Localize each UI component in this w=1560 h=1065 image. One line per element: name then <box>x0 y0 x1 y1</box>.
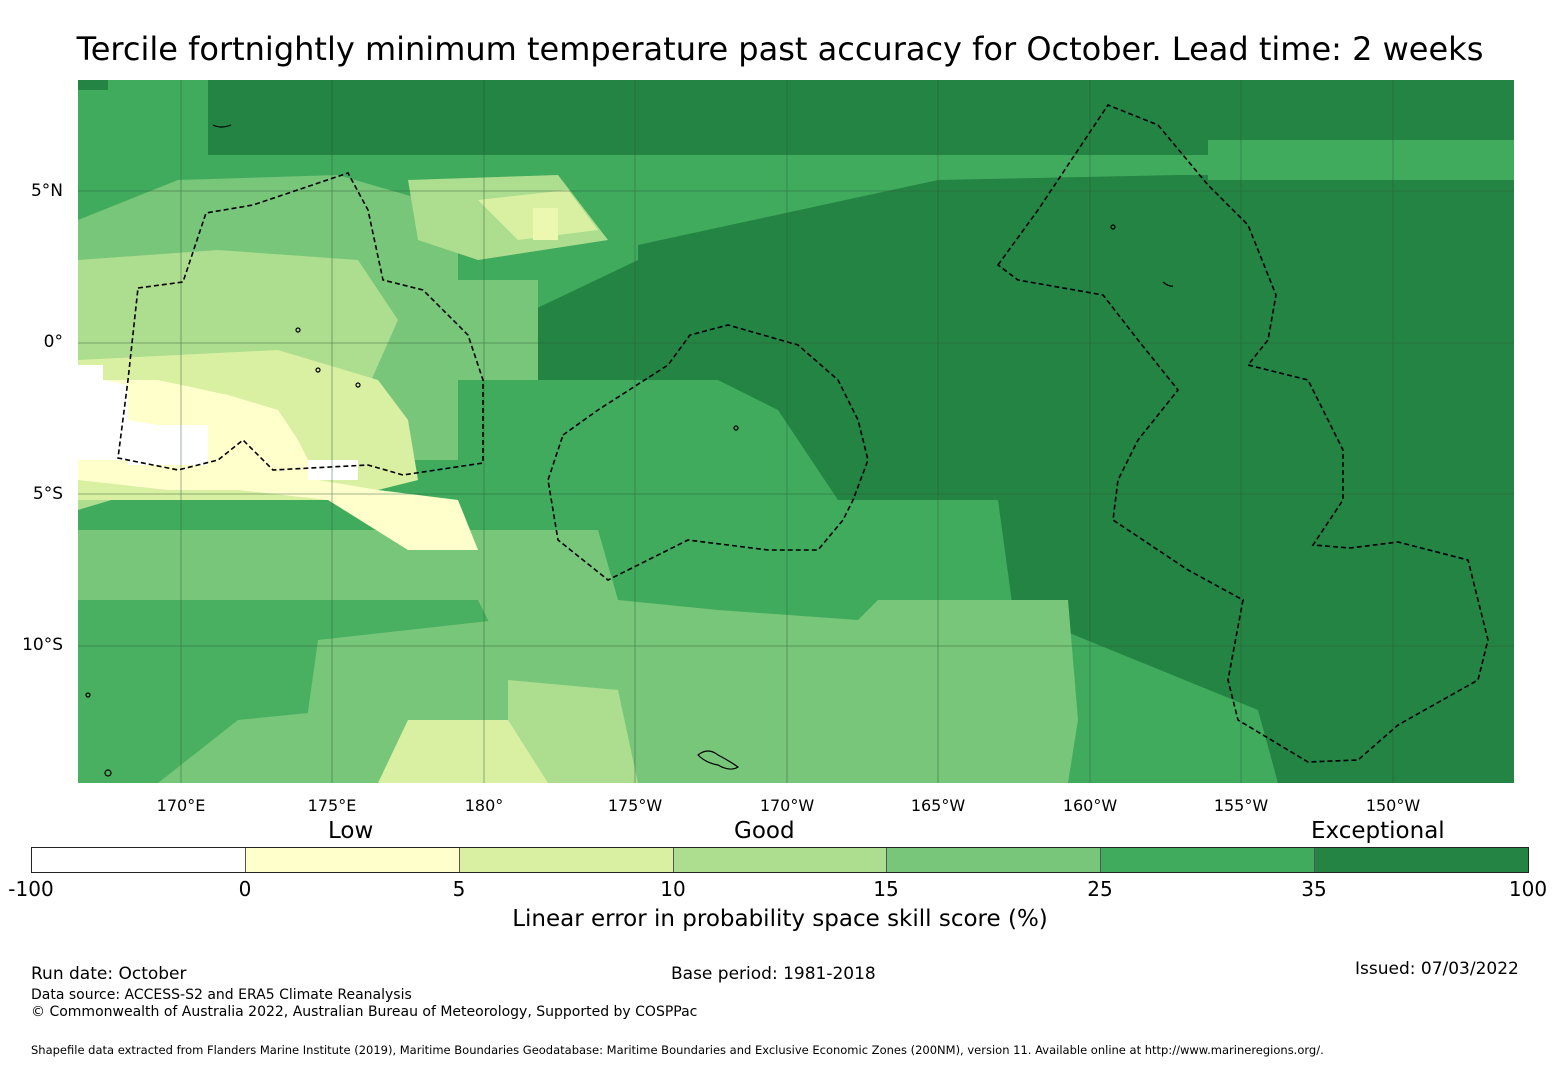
colorbar-tick: 10 <box>660 877 686 901</box>
lat-label-0: 0° <box>43 332 63 352</box>
colorbar-seg-0-5 <box>245 848 460 872</box>
skill-map <box>78 80 1514 783</box>
colorbar-seg-neg100-0 <box>32 848 246 872</box>
base-period: Base period: 1981-2018 <box>671 964 876 984</box>
chart-title: Tercile fortnightly minimum temperature … <box>76 30 1484 68</box>
colorbar-tick: 0 <box>238 877 252 901</box>
lon-label-180: 180° <box>464 796 504 815</box>
colorbar-seg-35-100 <box>1315 848 1529 872</box>
legend-category-exceptional: Exceptional <box>1311 818 1445 844</box>
lat-label-5n: 5°N <box>30 181 63 201</box>
lat-label-5s: 5°S <box>32 484 63 504</box>
map-low-area <box>78 380 478 550</box>
colorbar-tick: 35 <box>1301 877 1327 901</box>
lon-label-160w: 160°W <box>1062 796 1118 815</box>
data-source: Data source: ACCESS-S2 and ERA5 Climate … <box>31 987 412 1003</box>
run-date: Run date: October <box>31 964 187 984</box>
eez-boundary-right <box>996 104 1489 763</box>
copyright: © Commonwealth of Australia 2022, Austra… <box>31 1004 698 1020</box>
colorbar-axis-label: Linear error in probability space skill … <box>512 906 1048 932</box>
lon-label-170w: 170°W <box>759 796 815 815</box>
shapefile-credit: Shapefile data extracted from Flanders M… <box>31 1043 1324 1057</box>
colorbar-seg-15-25 <box>887 848 1102 872</box>
eez-boundary-center <box>547 324 869 581</box>
map-graticule <box>78 80 1514 783</box>
colorbar-seg-5-10 <box>459 848 674 872</box>
legend-category-good: Good <box>734 818 795 844</box>
lon-label-175w: 175°W <box>607 796 663 815</box>
colorbar <box>31 847 1529 873</box>
issued-date: Issued: 07/03/2022 <box>1355 959 1519 979</box>
lon-label-175e: 175°E <box>307 796 357 815</box>
colorbar-tick: 15 <box>873 877 899 901</box>
lon-label-170e: 170°E <box>156 796 206 815</box>
colorbar-tick: 25 <box>1087 877 1113 901</box>
lon-label-155w: 155°W <box>1213 796 1269 815</box>
islands <box>85 124 1174 777</box>
colorbar-tick: 100 <box>1508 877 1548 901</box>
lon-label-165w: 165°W <box>910 796 966 815</box>
legend-category-low: Low <box>328 818 374 844</box>
map-central-exceptional <box>533 175 1514 783</box>
lat-label-10s: 10°S <box>22 635 63 655</box>
map-canvas <box>78 80 1514 783</box>
eez-boundary-left <box>117 172 484 476</box>
lon-label-150w: 150°W <box>1365 796 1421 815</box>
colorbar-tick: -100 <box>8 877 54 901</box>
colorbar-seg-25-35 <box>1101 848 1316 872</box>
colorbar-seg-10-15 <box>673 848 888 872</box>
colorbar-tick: 5 <box>452 877 466 901</box>
